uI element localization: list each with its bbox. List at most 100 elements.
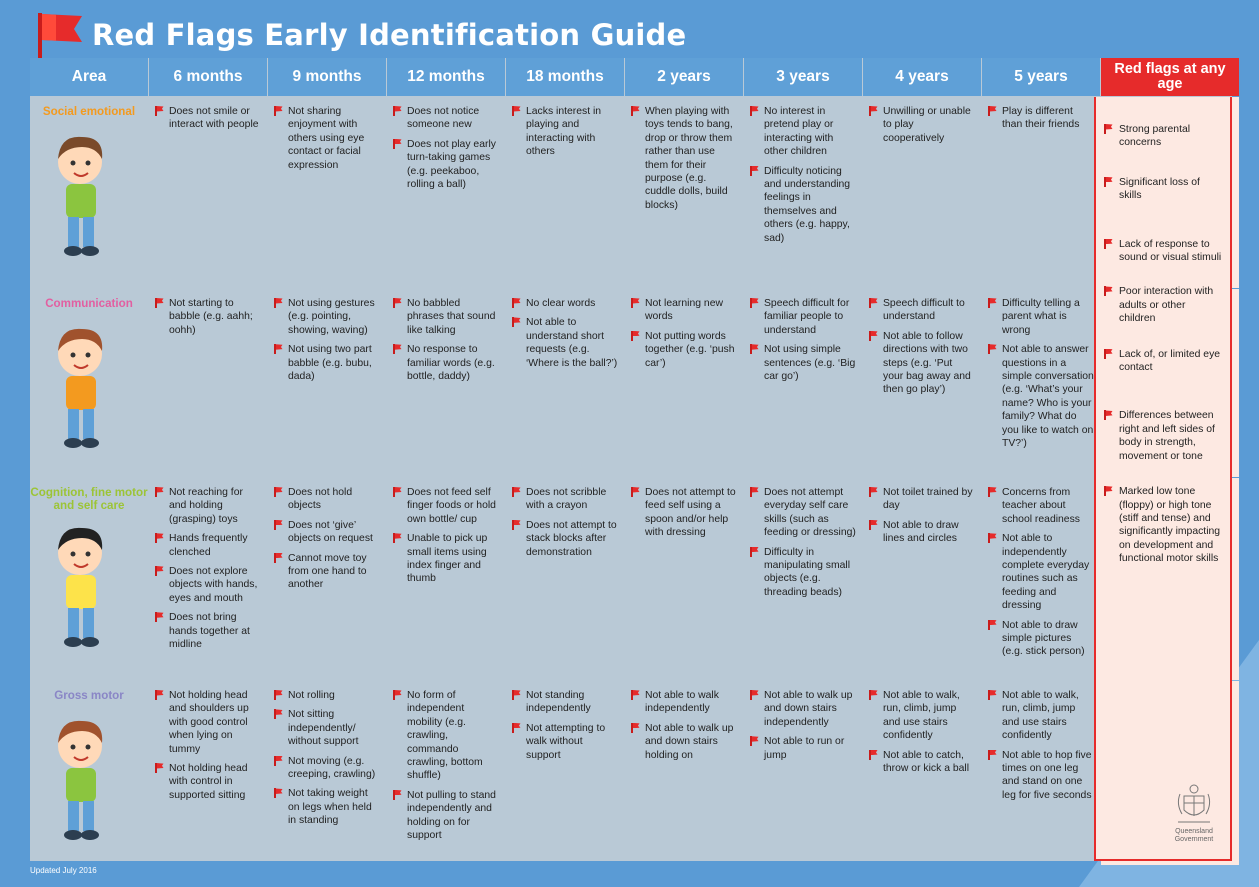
red-flag-bullet-icon [631, 722, 640, 733]
list-item-text: Not starting to babble (e.g. aahh; oohh) [169, 298, 253, 336]
table-cell: Not toilet trained by day Not able to dra… [863, 478, 981, 680]
list-item-text: Not reaching for and holding (grasping) … [169, 487, 243, 525]
list-item-text: Not toilet trained by day [883, 487, 973, 512]
list-item: Not moving (e.g. creeping, crawling) [274, 755, 380, 782]
red-flag-text: Lack of response to sound or visual stim… [1119, 238, 1222, 264]
column-header: 18 months [506, 58, 624, 96]
red-flag-bullet-icon [1104, 286, 1113, 297]
red-flag-bullet-icon [631, 487, 640, 497]
guide-table: Area 6 months 9 months 12 months 18 mont… [30, 58, 1239, 865]
table-cell: Does not feed self finger foods or hold … [387, 478, 505, 680]
list-item-text: Cannot move toy from one hand to another [288, 552, 367, 591]
list-item: Speech difficult for familiar people to … [750, 297, 856, 337]
list-item: No form of independent mobility (e.g. cr… [393, 689, 499, 783]
list-item: Not able to walk, run, climb, jump and u… [869, 689, 975, 743]
list-item: Does not bring hands together at midline [155, 611, 261, 651]
list-item-text: Not able to catch, throw or kick a ball [883, 749, 970, 775]
red-flag-bullet-icon [631, 690, 640, 700]
table-cell: Lacks interest in playing and interactin… [506, 97, 624, 288]
list-item-text: Not putting words together (e.g. ‘push c… [645, 330, 735, 369]
page-title: Red Flags Early Identification Guide [92, 18, 687, 52]
header: Red Flags Early Identification Guide [34, 13, 687, 59]
list-item: Not using gestures (e.g. pointing, showi… [274, 297, 380, 337]
red-flag-bullet-icon [155, 487, 164, 497]
area-label: Social emotional [42, 105, 136, 118]
list-item-text: Difficulty in manipulating small objects… [764, 546, 851, 598]
red-flag-text: Poor interaction with adults or other ch… [1119, 286, 1214, 325]
list-item: No response to familiar words (e.g. bott… [393, 343, 499, 383]
list-item-text: Not sharing enjoyment with others using … [288, 106, 365, 171]
red-flag-text: Significant loss of skills [1119, 176, 1200, 202]
red-flag-bullet-icon [631, 298, 640, 308]
area-social-emotional: Social emotional [30, 97, 148, 288]
list-item: Does not play early turn-taking games (e… [393, 138, 499, 192]
list-item-text: When playing with toys tends to bang, dr… [645, 106, 733, 211]
red-flag-bullet-icon [393, 138, 402, 149]
red-flag-bullet-icon [988, 487, 997, 497]
list-item-text: Not able to answer questions in a simple… [1002, 344, 1094, 450]
list-item: Not using simple sentences (e.g. ‘Big ca… [750, 343, 856, 383]
column-header: 12 months [387, 58, 505, 96]
footer-updated: Updated July 2016 [30, 866, 97, 875]
table-cell: Concerns from teacher about school readi… [982, 478, 1100, 680]
list-item: Lacks interest in playing and interactin… [512, 105, 618, 159]
list-item: Difficulty in manipulating small objects… [750, 546, 856, 600]
list-item-text: Not able to walk, run, climb, jump and u… [1002, 690, 1079, 742]
table-cell: Does not notice someone new Does not play… [387, 97, 505, 288]
list-item-text: Not using two part babble (e.g. bubu, da… [288, 344, 372, 383]
red-flag-bullet-icon [750, 487, 759, 497]
list-item: Difficulty noticing and understanding fe… [750, 165, 856, 245]
table-cell: Not using gestures (e.g. pointing, showi… [268, 289, 386, 477]
list-item-text: Does not play early turn-taking games (e… [407, 138, 496, 191]
list-item-text: Not able to follow directions with two s… [883, 330, 971, 396]
list-item-text: Unwilling or unable to play cooperativel… [883, 106, 971, 144]
red-flag-bullet-icon [988, 619, 997, 630]
list-item: No interest in pretend play or interacti… [750, 105, 856, 159]
list-item-text: No interest in pretend play or interacti… [764, 106, 834, 158]
red-flag-bullet-icon [869, 690, 878, 700]
flag-icon [38, 13, 82, 59]
red-flag-bullet-icon [750, 736, 759, 747]
red-flag-bullet-icon [1104, 486, 1113, 497]
list-item-text: Not using simple sentences (e.g. ‘Big ca… [764, 344, 856, 383]
list-item: Does not attempt to feed self using a sp… [631, 486, 737, 540]
list-item: Does not hold objects [274, 486, 380, 513]
red-flag-bullet-icon [988, 533, 997, 544]
red-flag-bullet-icon [631, 106, 640, 116]
red-flag-bullet-icon [1104, 348, 1113, 359]
list-item-text: Not able to walk, run, climb, jump and u… [883, 690, 960, 742]
list-item-text: Not able to walk up and down stairs inde… [764, 690, 853, 728]
list-item-text: Hands frequently clenched [169, 533, 248, 558]
list-item: Not able to run or jump [750, 735, 856, 762]
column-header: Area [30, 58, 148, 96]
red-flag-bullet-icon [750, 165, 759, 176]
table-cell: Not starting to babble (e.g. aahh; oohh) [149, 289, 267, 477]
list-item-text: Not moving (e.g. creeping, crawling) [288, 755, 376, 781]
red-flag-bullet-icon [869, 106, 878, 116]
list-item: Not pulling to stand independently and h… [393, 789, 499, 843]
table-cell: No interest in pretend play or interacti… [744, 97, 862, 288]
list-item: Cannot move toy from one hand to another [274, 552, 380, 592]
list-item: Does not attempt to stack blocks after d… [512, 519, 618, 559]
list-item: Unable to pick up small items using inde… [393, 532, 499, 586]
red-flag-bullet-icon [274, 344, 283, 355]
red-flag-bullet-icon [512, 487, 521, 497]
list-item-text: Does not notice someone new [407, 106, 480, 131]
list-item: Concerns from teacher about school readi… [988, 486, 1094, 526]
red-flag-bullet-icon [750, 690, 759, 700]
table-cell: Not able to walk up and down stairs inde… [744, 681, 862, 865]
red-flag-bullet-icon [393, 690, 402, 700]
list-item-text: Does not hold objects [288, 487, 353, 512]
table-cell: Not rolling Not sitting independently/ wi… [268, 681, 386, 865]
red-flag-bullet-icon [155, 612, 164, 623]
list-item-text: Not able to walk up and down stairs hold… [645, 722, 734, 761]
list-item: Not toilet trained by day [869, 486, 975, 513]
list-item: Not able to walk up and down stairs inde… [750, 689, 856, 729]
red-flag-bullet-icon [988, 298, 997, 308]
list-item-text: Does not smile or interact with people [169, 106, 259, 131]
list-item: Not able to understand short requests (e… [512, 316, 618, 370]
red-flag-bullet-icon [274, 788, 283, 799]
list-item: Play is different than their friends [988, 105, 1094, 132]
list-item: Not holding head and shoulders up with g… [155, 689, 261, 756]
red-flag-bullet-icon [274, 690, 283, 700]
